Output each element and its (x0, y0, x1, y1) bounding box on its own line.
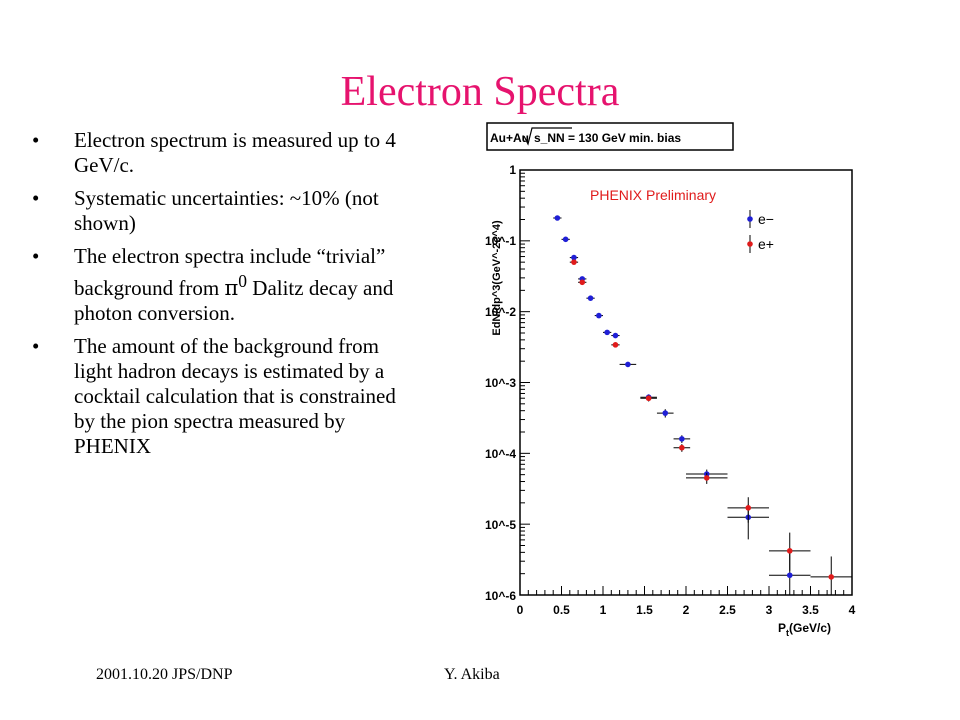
bullet-item: The amount of the background from light … (30, 334, 400, 459)
x-tick-label: 3 (766, 603, 773, 617)
data-point (679, 436, 685, 442)
data-point (612, 332, 619, 339)
series-e-minus (553, 215, 811, 595)
bullet-list: Electron spectrum is measured up to 4 Ge… (30, 128, 400, 467)
data-point (554, 215, 561, 221)
slide-title: Electron Spectra (340, 69, 620, 115)
x-tick-label: 1 (600, 603, 607, 617)
y-tick-labels: 1 10^-1 10^-2 10^-3 10^-4 10^-5 10^-6 (485, 163, 516, 603)
bullet-text: Electron spectrum is measured up to 4 Ge… (74, 128, 396, 177)
bullet-item: Electron spectrum is measured up to 4 Ge… (30, 128, 400, 178)
data-point (703, 475, 710, 481)
footer-author: Y. Akiba (444, 666, 500, 683)
bullet-text: Systematic uncertainties: ~10% (not show… (74, 186, 379, 235)
data-point (587, 295, 594, 301)
bullet-text: The electron spectra include “trivial” b… (74, 244, 386, 300)
y-tick-label: 10^-5 (485, 518, 516, 532)
y-axis-title: EdN/dp^3(GeV^-2c^4) (491, 220, 503, 336)
data-point (571, 254, 577, 261)
bullet-text-continued: Dalitz decay and photon conversion. (74, 276, 394, 325)
data-point (828, 574, 835, 580)
bullet-item: The electron spectra include “trivial” b… (30, 244, 400, 326)
x-tick-label: 0 (517, 603, 524, 617)
data-point (604, 329, 610, 336)
x-axis-title-subscript: t (786, 628, 789, 638)
series-e-plus (569, 259, 852, 595)
y-tick-label: 10^-3 (485, 376, 516, 390)
bullet-item: Systematic uncertainties: ~10% (not show… (30, 186, 400, 236)
y-tick-label: 10^-1 (485, 234, 516, 248)
pi-superscript: 0 (238, 271, 248, 291)
electron-spectra-chart: Au+Au s_NN = 130 GeV min. bias PHENIX Pr… (440, 118, 880, 638)
bullet-text: The amount of the background from light … (74, 334, 396, 458)
footer-date-venue: 2001.10.20 JPS/DNP (96, 666, 233, 683)
data-point (612, 342, 619, 348)
x-tick-label: 4 (849, 603, 856, 617)
data-point (662, 410, 669, 416)
data-point (679, 444, 685, 451)
data-point (562, 236, 569, 243)
y-tick-label: 10^-4 (485, 447, 516, 461)
x-tick-label: 3.5 (802, 603, 819, 617)
legend-marker-e-plus (747, 241, 753, 247)
x-tick-label: 0.5 (553, 603, 570, 617)
chart-container: Au+Au s_NN = 130 GeV min. bias PHENIX Pr… (440, 118, 880, 638)
y-tick-label: 10^-6 (485, 589, 516, 603)
data-point (786, 572, 793, 579)
x-tick-label: 2 (683, 603, 690, 617)
chart-header-text: s_NN = 130 GeV min. bias (534, 131, 681, 145)
data-point (625, 361, 631, 368)
axis-ticks (519, 169, 853, 596)
x-axis-title-units: (GeV/c) (789, 621, 831, 635)
legend: e− e+ (747, 210, 774, 253)
legend-label-e-minus: e− (758, 211, 774, 227)
data-point (579, 279, 586, 286)
x-axis-title: Pt(GeV/c) (778, 621, 831, 638)
data-point (571, 259, 577, 265)
chart-header-prefix: Au+Au (490, 131, 529, 145)
data-point (786, 548, 793, 554)
legend-label-e-plus: e+ (758, 236, 774, 252)
x-tick-label: 2.5 (719, 603, 736, 617)
data-series (553, 215, 852, 595)
phenix-preliminary-label: PHENIX Preliminary (590, 187, 716, 203)
y-tick-label: 1 (509, 163, 516, 177)
pi-symbol: π (224, 276, 239, 300)
x-tick-label: 1.5 (636, 603, 653, 617)
data-point (645, 395, 652, 402)
x-tick-labels: 0 0.5 1 1.5 2 2.5 3 3.5 4 (517, 603, 856, 617)
data-point (745, 505, 752, 511)
sqrt-symbol (523, 127, 572, 146)
y-tick-label: 10^-2 (485, 305, 516, 319)
x-axis-title-p: P (778, 621, 786, 635)
legend-marker-e-minus (747, 216, 753, 222)
data-point (596, 312, 602, 319)
chart-header-box (486, 122, 734, 151)
